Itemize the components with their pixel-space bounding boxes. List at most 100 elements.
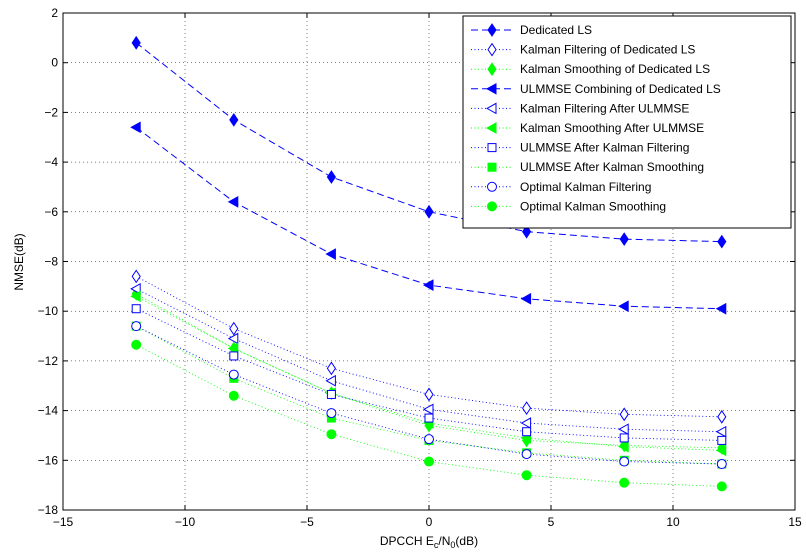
marker-triangle-left xyxy=(130,121,141,134)
grid xyxy=(63,13,795,510)
series-group xyxy=(130,121,727,315)
marker-diamond xyxy=(131,35,141,50)
marker-diamond xyxy=(487,62,497,77)
y-tick-label: −4 xyxy=(44,155,58,169)
legend-label: Optimal Kalman Filtering xyxy=(520,180,651,194)
series-group xyxy=(131,321,727,470)
x-tick-label: 0 xyxy=(426,515,433,529)
marker-diamond xyxy=(229,321,239,336)
legend: Dedicated LS Kalman Filtering of Dedicate… xyxy=(462,15,792,229)
marker-square xyxy=(424,413,434,423)
legend-label: ULMMSE After Kalman Filtering xyxy=(520,141,689,155)
marker-square xyxy=(619,433,629,443)
legend-label: ULMMSE Combining of Dedicated LS xyxy=(520,82,721,96)
marker-triangle-left xyxy=(520,292,532,305)
marker-circle xyxy=(521,470,532,481)
marker-diamond xyxy=(326,361,337,376)
x-tick-label: 10 xyxy=(666,515,680,529)
marker-circle xyxy=(619,456,630,467)
y-tick-label: −8 xyxy=(44,255,58,269)
x-tick-label: −15 xyxy=(53,515,74,529)
series-layer xyxy=(130,35,727,492)
plot-frame xyxy=(62,12,796,511)
marker-circle xyxy=(228,390,239,401)
marker-triangle-left xyxy=(227,342,239,355)
legend-label: Kalman Filtering of Dedicated LS xyxy=(520,43,695,57)
x-tick-label: −5 xyxy=(300,515,314,529)
marker-triangle-left xyxy=(618,300,629,313)
x-tick-label: −10 xyxy=(175,515,196,529)
x-tick-label: 15 xyxy=(788,515,802,529)
marker-triangle-left xyxy=(422,403,434,416)
marker-circle xyxy=(521,449,532,460)
x-axis-label: DPCCH Ec/N0(dB) xyxy=(380,534,478,550)
marker-diamond xyxy=(619,232,629,247)
marker-square xyxy=(487,143,497,153)
y-tick-label: −14 xyxy=(38,404,59,418)
marker-circle xyxy=(326,408,337,419)
marker-triangle-left xyxy=(715,425,727,438)
series-group xyxy=(130,282,727,438)
marker-triangle-left xyxy=(618,423,629,436)
marker-triangle-left xyxy=(227,332,239,345)
marker-circle xyxy=(131,321,142,332)
marker-circle xyxy=(487,181,497,192)
marker-diamond xyxy=(131,269,141,284)
marker-triangle-left xyxy=(325,248,336,260)
marker-diamond xyxy=(326,170,337,184)
series-group xyxy=(131,304,727,445)
marker-triangle-left xyxy=(130,282,141,295)
x-axis-label-sub1: c xyxy=(434,540,439,550)
marker-circle xyxy=(619,477,630,488)
y-tick-label: 2 xyxy=(51,6,58,20)
legend-box xyxy=(462,15,792,229)
marker-diamond xyxy=(619,407,629,422)
marker-circle xyxy=(228,369,239,380)
legend-label: Kalman Smoothing After ULMMSE xyxy=(520,121,704,135)
marker-square xyxy=(717,435,727,445)
marker-square xyxy=(131,304,141,314)
y-axis-label: NMSE(dB) xyxy=(12,233,26,290)
marker-square xyxy=(487,162,497,172)
marker-circle xyxy=(326,429,337,440)
y-tick-label: −18 xyxy=(38,503,59,517)
marker-triangle-left xyxy=(485,102,497,115)
marker-diamond xyxy=(717,234,727,249)
marker-diamond xyxy=(424,387,434,402)
marker-triangle-left xyxy=(485,82,497,95)
marker-diamond xyxy=(521,401,532,416)
x-axis-label-mid: /N xyxy=(438,534,450,548)
legend-label: Kalman Filtering After ULMMSE xyxy=(520,101,689,115)
legend-label: ULMMSE After Kalman Smoothing xyxy=(520,160,704,174)
marker-triangle-left xyxy=(325,374,336,387)
marker-diamond xyxy=(717,409,727,424)
series-group xyxy=(131,269,727,424)
marker-triangle-left xyxy=(715,302,727,315)
legend-label: Dedicated LS xyxy=(520,23,592,37)
marker-circle xyxy=(487,201,497,212)
marker-square xyxy=(522,427,532,437)
marker-diamond xyxy=(521,224,532,239)
x-axis-label-sub2: 0 xyxy=(450,540,455,550)
y-tick-label: −16 xyxy=(38,453,59,467)
marker-square xyxy=(326,389,336,399)
y-tick-label: −6 xyxy=(44,205,58,219)
marker-diamond xyxy=(487,23,497,37)
marker-triangle-left xyxy=(130,290,141,303)
marker-diamond xyxy=(424,204,434,219)
y-tick-label: −10 xyxy=(38,304,59,318)
marker-triangle-left xyxy=(520,417,532,429)
marker-circle xyxy=(716,459,727,470)
series-group xyxy=(131,35,727,249)
series-group xyxy=(131,339,727,492)
marker-triangle-left xyxy=(715,444,727,457)
x-tick-label: 5 xyxy=(548,515,555,529)
marker-diamond xyxy=(487,42,497,57)
y-tick-label: 0 xyxy=(51,56,58,70)
marker-triangle-left xyxy=(422,279,434,291)
y-tick-label: −12 xyxy=(38,354,59,368)
marker-triangle-left xyxy=(227,196,239,208)
marker-square xyxy=(229,351,239,361)
